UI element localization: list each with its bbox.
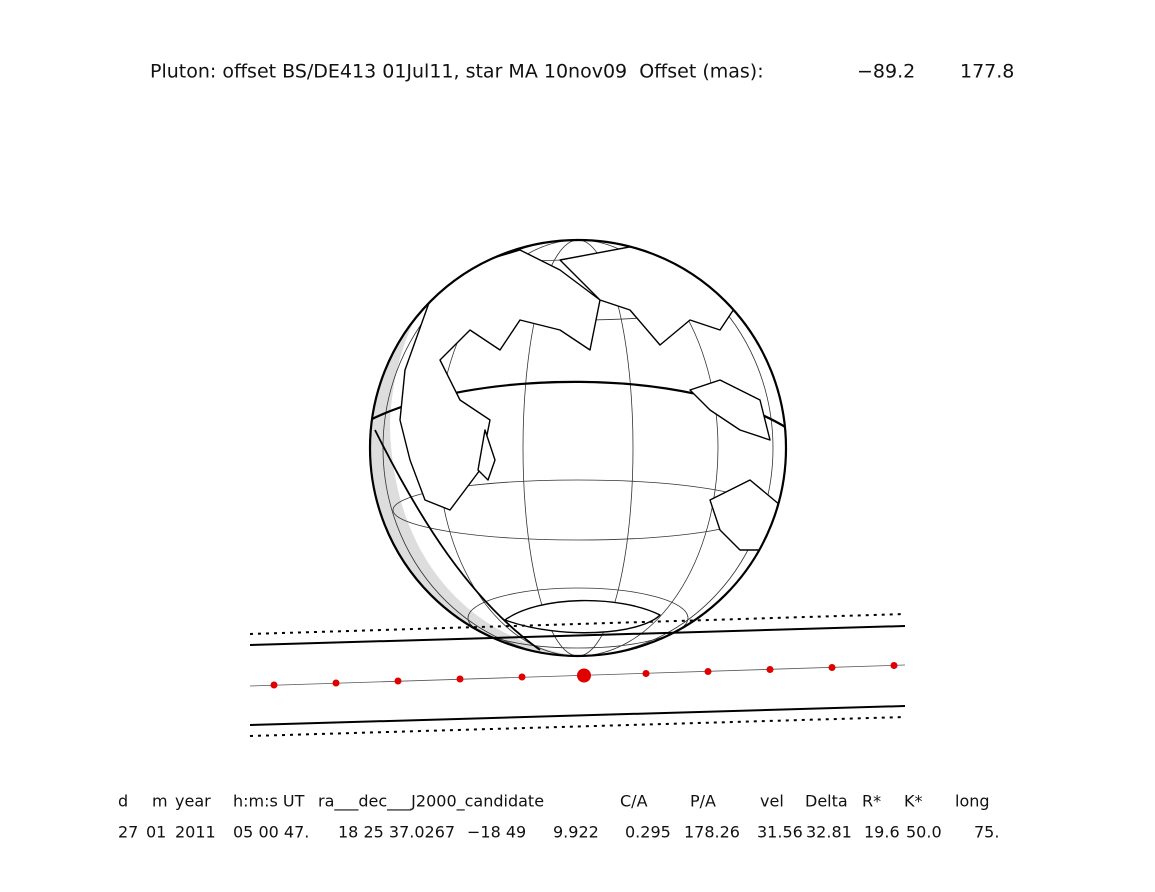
- column-header: P/A: [690, 792, 716, 811]
- shadow-path: [249, 613, 906, 737]
- time-dot: [828, 664, 836, 671]
- cell: 19.6: [864, 823, 900, 842]
- column-header: C/A: [620, 792, 648, 811]
- column-header: vel: [760, 792, 784, 811]
- dotted-limit: [249, 613, 906, 635]
- cell: 2011: [175, 823, 216, 842]
- time-dot: [270, 681, 278, 689]
- shadow-limit: [249, 625, 906, 646]
- globe: [368, 238, 788, 658]
- time-dot: [394, 677, 402, 685]
- cell: 9.922: [553, 823, 599, 842]
- column-header: long: [955, 792, 990, 811]
- time-dot: [704, 668, 712, 675]
- time-dot: [456, 675, 464, 683]
- closest-approach-dot: [577, 668, 591, 683]
- cell: 32.81: [806, 823, 852, 842]
- time-dot: [890, 662, 898, 669]
- info-table: d m year h:m:s UT ra___dec___J2000_candi…: [118, 792, 999, 842]
- dotted-limit: [249, 716, 906, 737]
- cell: −18 49: [467, 823, 526, 842]
- column-header: K*: [904, 792, 923, 811]
- cell: 31.56: [757, 823, 803, 842]
- column-header: h:m:s UT: [233, 792, 305, 811]
- time-dot: [766, 666, 774, 673]
- offset-y: 177.8: [960, 61, 1014, 83]
- column-header: Delta: [805, 792, 848, 811]
- title: Pluton: offset BS/DE413 01Jul11, star MA…: [150, 61, 764, 83]
- shadow-limit: [249, 705, 906, 726]
- column-header: d: [118, 792, 128, 811]
- cell: 18 25 37.0267: [338, 823, 455, 842]
- column-header: ra___dec___J2000_candidate: [318, 792, 544, 812]
- time-dot: [332, 679, 340, 687]
- cell: 27: [118, 823, 138, 842]
- time-dot: [518, 673, 526, 681]
- column-header: year: [175, 792, 211, 811]
- offset-x: −89.2: [857, 61, 915, 83]
- cell: 0.295: [625, 823, 671, 842]
- cell: 178.26: [684, 823, 740, 842]
- cell: 75.: [974, 823, 999, 842]
- cell: 01: [146, 823, 166, 842]
- column-header: R*: [862, 792, 881, 811]
- cell: 05 00 47.: [233, 823, 309, 842]
- cell: 50.0: [906, 823, 942, 842]
- column-header: m: [152, 792, 168, 811]
- time-dot: [642, 670, 650, 677]
